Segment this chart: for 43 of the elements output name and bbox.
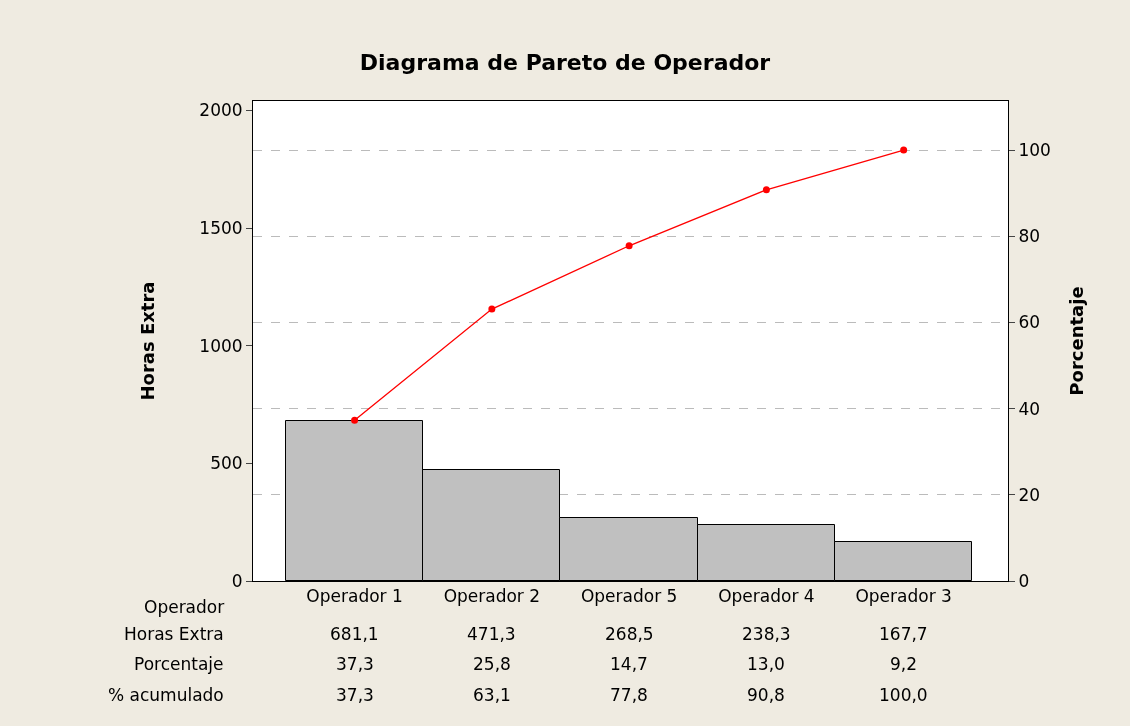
y-tick-label: 1000	[199, 335, 243, 356]
x-tick-label: Operador 3	[855, 586, 952, 607]
chart-title: Diagrama de Pareto de Operador	[359, 49, 771, 75]
data-label: 238,3	[742, 624, 791, 644]
text: % acumulado	[108, 685, 224, 705]
data-label: 167,7	[879, 624, 928, 644]
y2-tick-label: 60	[1018, 312, 1041, 333]
data-label: 90,8	[747, 685, 785, 705]
y2-tick-label: 40	[1018, 398, 1041, 419]
point	[488, 305, 496, 313]
y-tick-label: 500	[210, 453, 243, 474]
y-axis-title: Horas Extra	[136, 281, 158, 401]
point	[762, 186, 770, 194]
data-label: 681,1	[330, 624, 379, 644]
y2-tick-label: 20	[1018, 484, 1041, 505]
point	[900, 146, 908, 154]
text: 9,2	[890, 654, 918, 674]
x-tick-label: Operador 4	[718, 586, 815, 607]
x-tick-label: Operador 5	[580, 586, 678, 607]
text: 37,3	[336, 654, 374, 674]
point	[351, 416, 359, 424]
x-tick-label: Operador 1	[306, 586, 403, 607]
text: Porcentaje	[134, 654, 224, 674]
y2-tick-label: 100	[1018, 140, 1051, 161]
data-label: 63,1	[473, 685, 511, 705]
data-label: 471,3	[467, 624, 516, 644]
data-label: 77,8	[610, 685, 648, 705]
y2-tick-label: 0	[1018, 570, 1030, 591]
y-tick-label: 2000	[199, 100, 243, 121]
x-axis-title: Operador	[144, 597, 225, 617]
y2-tick-label: 80	[1018, 226, 1041, 247]
y-tick-label: 1500	[199, 218, 243, 239]
data-label: 100,0	[879, 685, 928, 705]
point	[625, 242, 633, 250]
text: Horas Extra	[124, 624, 224, 644]
data-label: 268,5	[605, 624, 654, 644]
text: 14,7	[610, 654, 648, 674]
data-label: 37,3	[336, 685, 374, 705]
text: 13,0	[747, 654, 785, 674]
y2-axis-title: Porcentaje	[1065, 286, 1087, 396]
x-tick-label: Operador 2	[443, 586, 541, 607]
text: 25,8	[473, 654, 511, 674]
y-tick-label: 0	[231, 570, 243, 591]
